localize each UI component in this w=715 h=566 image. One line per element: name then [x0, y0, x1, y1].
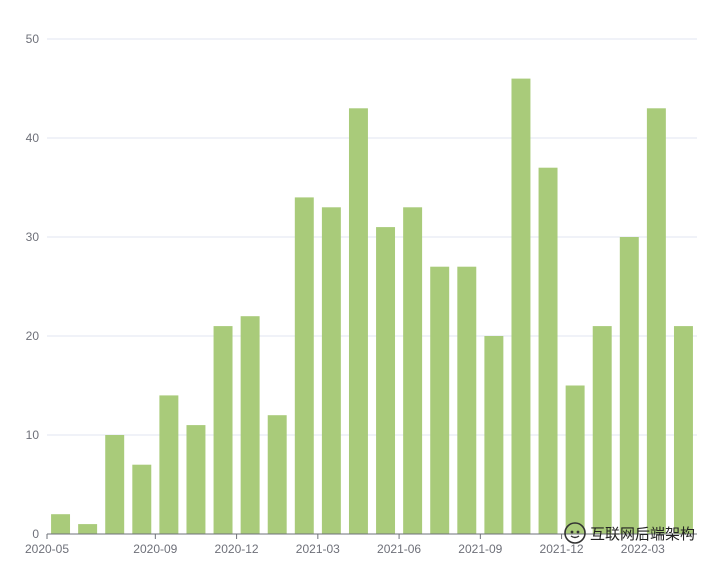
- y-tick-label: 20: [26, 329, 40, 343]
- x-tick-label: 2021-03: [296, 542, 340, 556]
- bar-2020-12: [240, 316, 260, 534]
- bar-2020-07: [105, 435, 125, 534]
- bar-2021-04: [348, 108, 368, 535]
- x-axis-ticks: [46, 534, 644, 539]
- y-tick-label: 50: [26, 32, 40, 46]
- y-tick-label: 10: [26, 428, 40, 442]
- bar-2021-10: [511, 78, 531, 534]
- bars: [51, 78, 693, 535]
- bar-2021-12: [565, 385, 585, 534]
- x-tick-label: 2020-12: [215, 542, 259, 556]
- bar-2021-08: [457, 266, 477, 534]
- watermark: 互联网后端架构: [564, 522, 695, 544]
- bar-2020-09: [159, 395, 179, 534]
- bar-2022-03: [646, 108, 666, 535]
- bar-2020-08: [132, 464, 152, 534]
- x-tick-label: 2021-09: [458, 542, 502, 556]
- bar-2021-02: [294, 197, 314, 534]
- bar-2020-10: [186, 425, 206, 534]
- bar-2021-09: [484, 336, 504, 534]
- bar-2020-11: [213, 326, 233, 534]
- bar-2020-06: [78, 524, 98, 534]
- bar-2021-11: [538, 167, 558, 534]
- x-tick-label: 2021-06: [377, 542, 421, 556]
- bar-2022-01: [592, 326, 612, 534]
- watermark-text: 互联网后端架构: [589, 524, 695, 543]
- grid-lines: [47, 38, 697, 436]
- wechat-icon: [564, 522, 586, 544]
- y-tick-label: 0: [32, 527, 39, 541]
- bar-2022-02: [619, 237, 639, 534]
- bar-2021-03: [321, 207, 341, 535]
- x-axis-labels: 2020-05 2020-09 2020-12 2021-03 2021-06 2021-…: [25, 542, 665, 556]
- bar-2021-07: [430, 266, 450, 534]
- bar-2022-04: [673, 326, 693, 534]
- y-tick-label: 30: [26, 230, 40, 244]
- bar-2021-05: [376, 227, 396, 534]
- y-axis-labels: 0 10 20 30 40 50: [26, 32, 40, 541]
- x-tick-label: 2020-09: [133, 542, 177, 556]
- x-tick-label: 2022-03: [621, 542, 665, 556]
- x-tick-label: 2021-12: [540, 542, 584, 556]
- y-tick-label: 40: [26, 131, 40, 145]
- x-tick-label: 2020-05: [25, 542, 69, 556]
- bar-2021-01: [267, 415, 287, 534]
- bar-2021-06: [403, 207, 423, 535]
- bar-2020-05: [51, 514, 71, 534]
